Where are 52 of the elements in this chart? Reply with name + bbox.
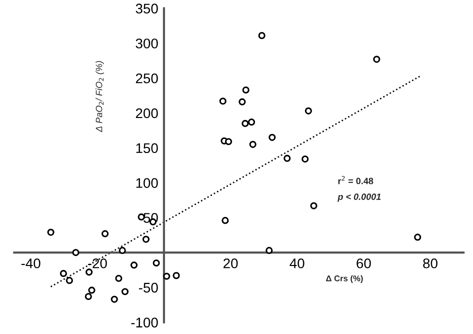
point — [304, 107, 312, 114]
point — [414, 234, 422, 241]
x-tick-label: -40 — [21, 258, 40, 268]
point — [86, 268, 93, 276]
y-tick-label: 300 — [136, 38, 158, 48]
point — [310, 202, 318, 210]
x-tick-label: 20 — [224, 258, 238, 268]
point — [238, 98, 246, 106]
point — [66, 276, 73, 284]
point — [268, 134, 276, 141]
x-tick-label: 80 — [423, 258, 438, 268]
y-tick-label: -100 — [131, 318, 158, 328]
point — [110, 296, 118, 303]
x-tick-label: 60 — [356, 258, 371, 268]
point — [248, 118, 256, 126]
x-tick-label: 40 — [290, 258, 304, 268]
point — [72, 249, 80, 256]
point — [284, 154, 291, 162]
point — [172, 272, 180, 280]
point — [242, 86, 250, 94]
point — [115, 274, 122, 282]
y-tick-label: 200 — [136, 108, 158, 118]
annotation: p < 0.0001 — [338, 194, 381, 202]
point — [266, 246, 273, 254]
point — [84, 292, 92, 300]
point — [222, 216, 229, 224]
y-tick-label: 150 — [136, 143, 158, 154]
point — [163, 272, 170, 280]
y-tick-label: 100 — [136, 178, 158, 188]
y-tick-label: 250 — [136, 73, 158, 84]
point — [118, 246, 126, 254]
point — [219, 98, 226, 105]
x-axis-title: Δ Crs (%) — [326, 275, 363, 283]
y-tick-label: -50 — [138, 282, 158, 293]
y-tick-label: 350 — [136, 4, 158, 14]
point — [121, 288, 129, 296]
point — [258, 32, 266, 40]
point — [225, 138, 232, 146]
point — [242, 120, 249, 128]
point — [302, 156, 309, 163]
point — [373, 56, 380, 63]
point — [60, 270, 67, 278]
point — [88, 286, 96, 294]
point — [102, 230, 109, 238]
y-axis-title: Δ PaO$_{2}$/ FiO$_{2}$ (%) — [96, 61, 104, 132]
point — [249, 140, 256, 148]
x-tick-label: -20 — [88, 258, 107, 268]
point — [47, 228, 54, 236]
point — [142, 236, 150, 243]
point — [152, 259, 160, 267]
point — [130, 262, 138, 269]
annotation: r$^{2}$ = 0.48 — [338, 176, 374, 184]
